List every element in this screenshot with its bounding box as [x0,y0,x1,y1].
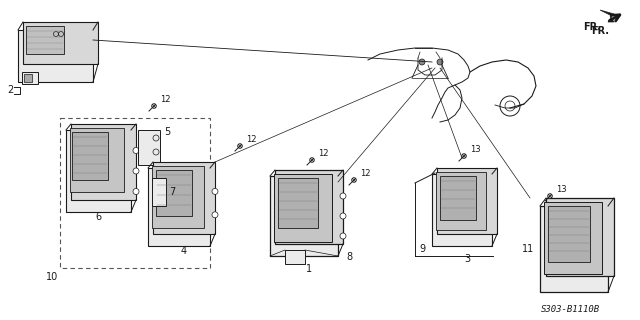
Circle shape [237,144,243,148]
Text: S303-B1110B: S303-B1110B [540,305,600,314]
Bar [436,172,486,230]
Bar [437,168,497,234]
Bar [71,124,136,200]
Polygon shape [600,10,614,22]
Text: 11: 11 [522,244,534,254]
Text: 4: 4 [181,246,187,256]
Bar [72,132,108,180]
Bar [432,174,492,246]
Circle shape [340,213,346,219]
Circle shape [133,148,139,154]
Circle shape [133,168,139,174]
Circle shape [212,188,218,194]
Text: 1: 1 [306,264,312,274]
Text: 3: 3 [464,254,470,264]
Bar [274,174,332,242]
Text: 13: 13 [556,186,566,195]
Bar [60,118,210,268]
Text: 12: 12 [318,149,328,158]
Bar [540,206,608,292]
Circle shape [419,59,425,65]
Text: 7: 7 [169,187,175,197]
Bar [23,22,98,64]
Circle shape [548,194,552,198]
Circle shape [352,178,356,182]
Circle shape [133,188,139,195]
Bar [70,128,124,192]
Bar [285,250,305,264]
Text: 10: 10 [46,272,58,282]
Circle shape [310,158,314,162]
Circle shape [212,212,218,218]
Bar [156,170,192,216]
Text: 2: 2 [7,85,13,95]
Text: 5: 5 [164,127,170,137]
Text: FR.: FR. [591,26,609,36]
Text: 12: 12 [360,170,371,179]
Bar [152,166,204,228]
Text: 6: 6 [95,212,101,222]
Bar [153,162,215,234]
Circle shape [152,104,156,108]
Circle shape [461,154,467,158]
Bar [152,178,166,206]
Text: 9: 9 [419,244,425,254]
Bar [278,178,318,228]
Circle shape [340,193,346,199]
Bar [26,26,64,54]
Bar [138,130,160,165]
Text: 13: 13 [470,146,481,155]
Bar [440,176,476,220]
Text: 8: 8 [346,252,352,262]
Bar [546,198,614,276]
Bar [148,168,210,246]
Bar [18,30,93,82]
Text: 12: 12 [246,135,257,145]
Text: 12: 12 [160,95,170,105]
Bar [24,74,32,82]
Bar [544,202,602,274]
Circle shape [340,233,346,239]
Bar [270,176,338,256]
Bar [275,170,343,244]
Bar [22,72,38,84]
Circle shape [437,59,443,65]
Text: FR.: FR. [583,22,601,32]
Bar [66,130,131,212]
Bar [548,206,590,262]
